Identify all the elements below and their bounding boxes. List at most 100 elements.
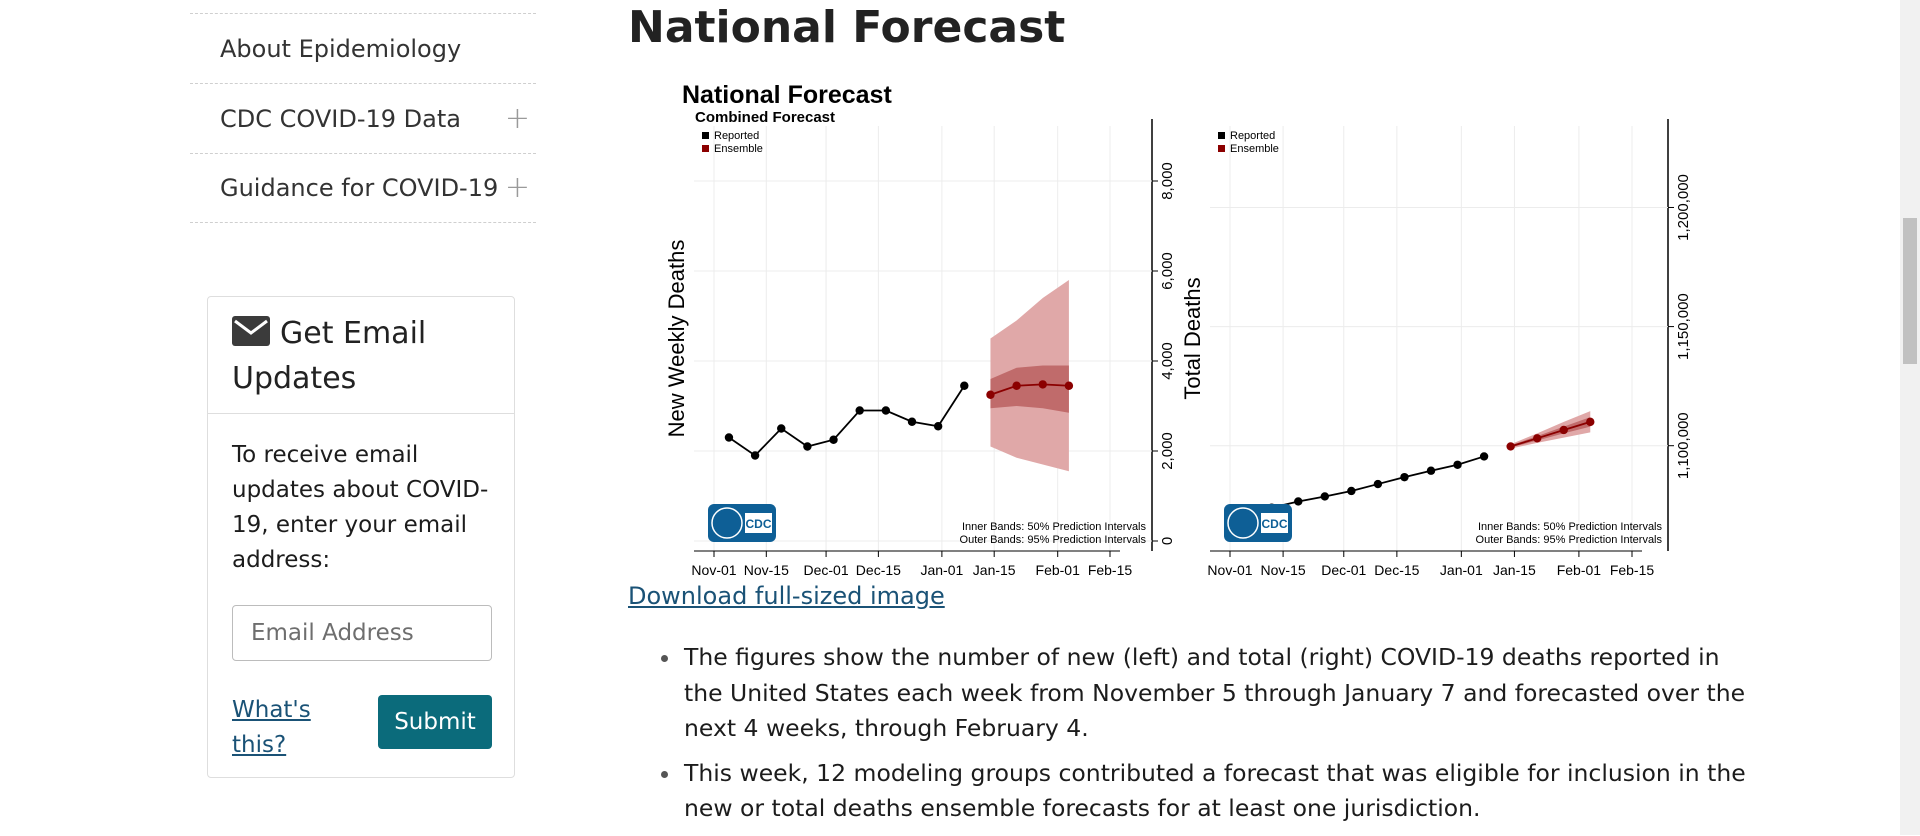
legend-label: Reported [714,130,759,142]
sidebar-item-label: CDC COVID-19 Data [220,104,461,133]
logo-text: CDC [746,517,772,531]
x-tick-label: Dec-15 [856,562,901,576]
email-card-description: To receive email updates about COVID-19,… [232,442,489,573]
email-updates-card: Get Email Updates To receive email updat… [207,296,515,778]
forecast-figure[interactable]: National Forecast Combined Forecast Nov-… [660,76,1700,580]
reported-point [933,422,943,431]
y-tick-label: 1,200,000 [1675,174,1692,241]
reported-point [960,381,969,390]
ensemble-series-line [1510,421,1591,448]
x-tick-label: Feb-01 [1557,562,1602,576]
list-item: This week, 12 modeling groups contribute… [682,756,1752,827]
y-tick-label: 6,000 [1159,252,1176,290]
list-item: The figures show the number of new (left… [682,640,1752,747]
cdc-logo: CDC [1224,504,1292,542]
band-note: Inner Bands: 50% Prediction Intervals [1478,521,1663,533]
x-tick-label: Jan-15 [973,562,1016,576]
band-note: Outer Bands: 95% Prediction Intervals [1476,534,1663,546]
ensemble-series-line [990,383,1069,396]
ensemble-point [1586,417,1595,427]
x-tick-label: Dec-15 [1374,562,1419,576]
summary-list: The figures show the number of new (left… [650,640,1752,836]
x-tick-label: Jan-01 [1440,562,1483,576]
logo-text: CDC [1262,517,1288,531]
sidebar-item-label: About Epidemiology [220,34,462,63]
ensemble-point [1064,381,1074,390]
scrollbar[interactable] [1900,0,1920,835]
chart-panel-total-deaths: Nov-01 Nov-15 Dec-01 Dec-15 Jan-01 Jan-15 Feb-… [1180,119,1692,578]
legend-swatch-ensemble [702,145,709,152]
reported-point [750,451,760,460]
x-tick-label: Nov-15 [744,562,789,576]
legend-label: Ensemble [1230,143,1279,155]
sidebar-item-cdc-covid-data[interactable]: CDC COVID-19 Data + [190,83,536,153]
figure-title: National Forecast [682,81,892,109]
sidebar-item-label: Guidance for COVID-19 [220,174,499,202]
logo-badge [745,513,772,533]
email-card-header: Get Email Updates [208,297,514,414]
ensemble-point [1532,434,1542,443]
x-tick-label: Nov-01 [1207,562,1252,576]
scrollbar-thumb[interactable] [1903,218,1917,364]
cdc-logo: CDC [708,504,776,542]
x-tick-label: Feb-15 [1088,562,1133,576]
reported-point [803,442,812,451]
band-note: Inner Bands: 50% Prediction Intervals [962,521,1147,533]
x-tick-label: Feb-15 [1610,562,1655,576]
legend-swatch-reported [702,132,709,139]
forecast-chart: National Forecast Combined Forecast Nov-… [660,76,1700,578]
chart-panel-new-deaths: Nov-01 Nov-15 Dec-01 Dec-15 Jan-01 Jan-15 Feb-… [664,119,1176,578]
page-title: National Forecast [628,2,1066,53]
legend-label: Reported [1230,130,1275,142]
x-tick-label: Nov-15 [1261,562,1306,576]
plus-icon[interactable]: + [504,100,530,136]
reported-point [881,406,891,415]
legend-swatch-ensemble [1218,145,1225,152]
reported-point [1400,472,1409,482]
y-tick-label: 0 [1159,537,1176,545]
y-tick-label: 4,000 [1159,342,1176,380]
envelope-icon [232,316,270,346]
x-tick-label: Dec-01 [1321,562,1366,576]
reported-point [724,433,734,442]
ensemble-point [1038,380,1047,389]
reported-point [1347,486,1356,496]
ensemble-point [1012,381,1021,390]
email-card-title: Get Email Updates [232,316,427,396]
logo-badge [1261,513,1288,533]
x-tick-label: Jan-15 [1493,562,1536,576]
download-image-link[interactable]: Download full-sized image [628,582,945,610]
sidebar-item-guidance[interactable]: Guidance for COVID-19 + [190,153,536,223]
x-tick-label: Dec-01 [804,562,849,576]
reported-point [777,424,786,433]
sidebar-nav: About Epidemiology CDC COVID-19 Data + G… [190,13,536,223]
logo-seal [1227,507,1259,539]
reported-point [1479,452,1489,461]
reported-point [829,435,838,444]
email-field[interactable] [232,605,492,661]
reported-point [1373,479,1383,489]
plus-icon[interactable]: + [504,170,530,205]
legend-swatch-reported [1218,132,1225,139]
y-axis-label: Total Deaths [1180,277,1205,399]
reported-point [1426,466,1436,475]
reported-point [1453,460,1462,469]
y-axis-label: New Weekly Deaths [664,240,689,438]
ensemble-point [1506,442,1515,451]
figure-subtitle: Combined Forecast [695,109,835,126]
ensemble-point [986,390,995,399]
reported-point [855,406,864,415]
reported-point [1320,492,1330,501]
y-tick-label: 2,000 [1159,432,1176,470]
y-tick-label: 1,100,000 [1675,412,1692,479]
reported-series-line [728,385,966,457]
whats-this-link[interactable]: What's this? [232,697,311,758]
reported-point [1294,497,1303,506]
submit-button[interactable]: Submit [378,695,492,749]
legend-label: Ensemble [714,143,763,155]
y-tick-label: 1,150,000 [1675,293,1692,360]
y-tick-label: 8,000 [1159,162,1176,200]
inner-prediction-band [990,365,1069,413]
sidebar-item-about-epidemiology[interactable]: About Epidemiology [190,13,536,83]
x-tick-label: Nov-01 [691,562,736,576]
